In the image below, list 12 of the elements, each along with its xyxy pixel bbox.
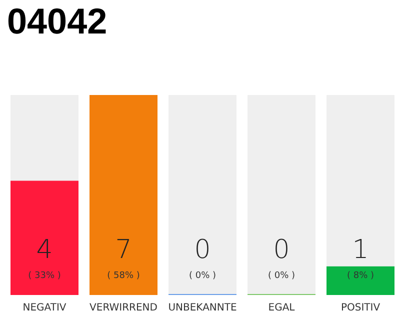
x-tick-label: POSITIV xyxy=(340,302,380,314)
x-tick-label: EGAL xyxy=(268,302,296,314)
bar xyxy=(326,266,394,295)
x-tick-label: NEGATIV xyxy=(22,302,66,314)
data-label: 1 ( 8% ) xyxy=(346,235,374,281)
x-tick-label: UNBEKANNTE xyxy=(168,302,237,314)
data-label: 7 ( 58% ) xyxy=(107,235,140,281)
x-tick-label: VERWIRREND xyxy=(90,302,158,314)
data-label: 0 ( 0% ) xyxy=(188,235,216,281)
data-label: 4 ( 33% ) xyxy=(28,235,61,281)
chart-title: 04042 xyxy=(7,0,108,42)
data-label: 0 ( 0% ) xyxy=(268,235,296,281)
